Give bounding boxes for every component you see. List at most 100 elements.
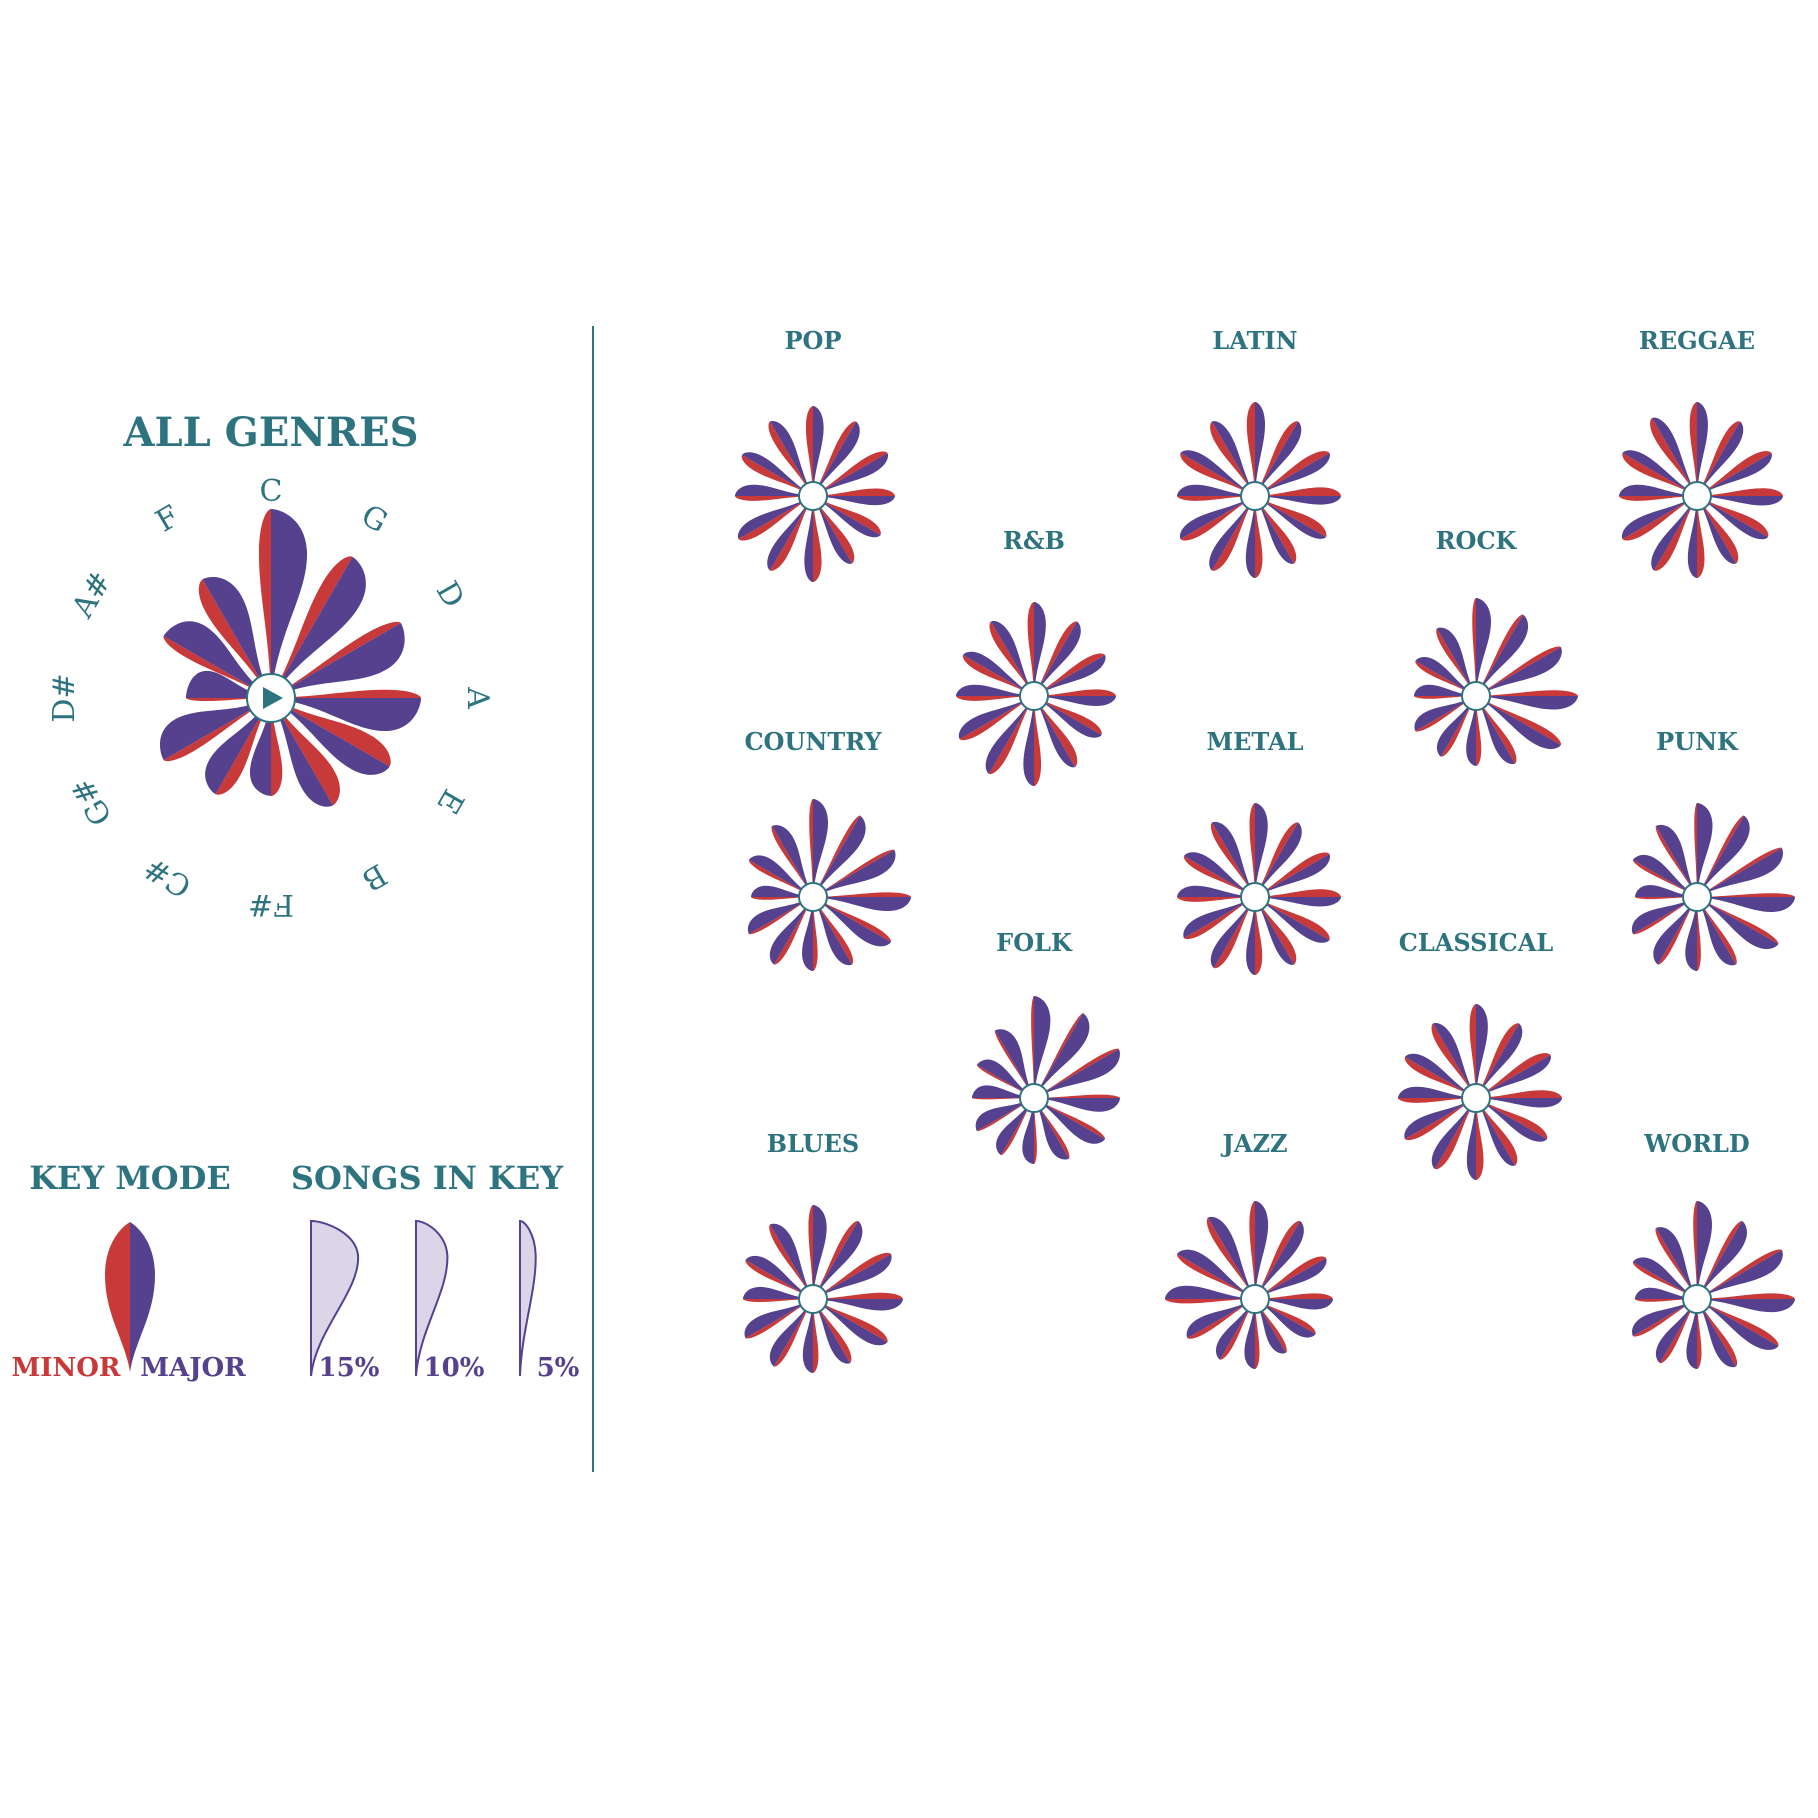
petal-minor-g-sharp — [748, 897, 813, 935]
petal-major-f-sharp — [802, 897, 813, 971]
legend-size-shape-0 — [310, 1219, 360, 1377]
petal-b — [1255, 1299, 1287, 1354]
petal-a-sharp — [745, 1255, 813, 1299]
petal-major-a-sharp — [962, 651, 1034, 696]
petal-major-a — [1034, 1098, 1120, 1112]
petal-major-c-sharp — [1655, 1299, 1697, 1364]
petal-minor-g — [1476, 614, 1523, 696]
petal-minor-f-sharp — [813, 897, 818, 971]
petal-a — [1697, 1293, 1795, 1313]
key-label-d-sharp: D# — [47, 673, 82, 722]
petal-minor-a — [1697, 1293, 1795, 1299]
petal-f-sharp — [1685, 897, 1701, 971]
petal-b — [1697, 897, 1737, 966]
petal-minor-b — [1697, 496, 1739, 564]
petal-e — [813, 1299, 888, 1346]
petal-g-sharp — [1186, 1299, 1255, 1339]
petal-major-b — [1034, 696, 1075, 768]
petal-e — [1034, 696, 1102, 738]
petal-d — [813, 849, 896, 897]
legend-minor-half — [105, 1222, 130, 1372]
petal-d-sharp — [1177, 885, 1255, 902]
petal-g-sharp — [1621, 496, 1697, 541]
petal-f — [1655, 1227, 1697, 1299]
petal-minor-g — [1034, 621, 1077, 696]
petal-e — [813, 897, 892, 947]
key-label-c-sharp: C# — [138, 850, 197, 904]
petal-g — [813, 815, 866, 897]
petal-major-g-sharp — [744, 1299, 813, 1338]
petal-minor-a — [1255, 1293, 1333, 1299]
petal-major-c — [1476, 598, 1491, 696]
petal-minor-c — [805, 406, 813, 496]
petal-minor-g-sharp — [1183, 897, 1255, 940]
play-icon[interactable] — [263, 687, 283, 709]
petal-major-a-sharp — [976, 1059, 1034, 1098]
petal-e — [1255, 1299, 1316, 1338]
petal-major-a — [1697, 897, 1795, 912]
petal-g — [1697, 815, 1750, 897]
petal-major-b — [1697, 897, 1736, 966]
legend-minor-label: MINOR — [12, 1353, 121, 1383]
petal-minor-c — [1031, 996, 1034, 1098]
petal-minor-f-sharp — [1034, 696, 1042, 786]
main-title: ALL GENRES — [122, 409, 418, 456]
petal-minor-g — [1697, 1220, 1742, 1299]
petal-f-sharp — [1246, 897, 1263, 975]
petal-minor-e — [1255, 496, 1327, 537]
petal-g — [1034, 1013, 1090, 1098]
petal-major-c — [813, 406, 824, 496]
petal-major-d — [1697, 453, 1772, 496]
flower-hub — [1461, 681, 1491, 711]
petal-a-sharp — [1404, 1053, 1476, 1098]
petal-minor-f — [1210, 822, 1255, 897]
petal-b — [1697, 496, 1739, 564]
world-flower — [1632, 1201, 1795, 1369]
petal-minor-a-sharp — [1632, 860, 1697, 897]
petal-major-c-sharp — [996, 1098, 1034, 1156]
punk-flower — [1631, 803, 1795, 971]
petal-major-g — [1255, 421, 1302, 496]
petal-major-f-sharp — [249, 698, 271, 796]
petal-minor-d — [813, 1252, 891, 1299]
petal-d — [813, 451, 889, 496]
petal-minor-a — [1697, 893, 1795, 897]
petal-f — [198, 576, 271, 698]
petal-d-sharp — [1619, 484, 1697, 501]
petal-a-sharp — [1632, 1257, 1697, 1299]
petal-minor-d-sharp — [735, 496, 813, 501]
petal-a-sharp — [163, 621, 271, 698]
petal-minor-b — [1476, 696, 1517, 764]
petal-b — [1034, 696, 1078, 768]
petal-minor-c-sharp — [1441, 696, 1476, 757]
petal-d-sharp — [956, 684, 1034, 701]
petal-major-f — [770, 1223, 813, 1299]
petal-f-sharp — [802, 897, 818, 971]
petal-minor-c — [1249, 1201, 1255, 1299]
petal-major-b — [813, 1299, 850, 1364]
petal-major-b — [813, 897, 852, 966]
genre-flowers: POP LATIN REGGAE R&B ROCK COUNTRY METAL PUNK FOL… — [735, 326, 1795, 1373]
petal-d — [1034, 1048, 1120, 1098]
flower-hub — [1019, 1083, 1049, 1113]
petal-minor-d — [271, 621, 401, 698]
petal-major-e — [1697, 897, 1779, 950]
petal-a-sharp — [1632, 854, 1697, 897]
petal-major-f — [1652, 417, 1697, 496]
petal-g-sharp — [737, 496, 813, 541]
petal-major-c-sharp — [769, 897, 813, 965]
petal-d-sharp — [1177, 484, 1255, 501]
petal-major-a — [1697, 496, 1783, 506]
petal-minor-c-sharp — [770, 496, 813, 571]
petal-minor-f — [1436, 628, 1476, 696]
petal-major-a — [1476, 696, 1578, 710]
petal-minor-d-sharp — [751, 897, 813, 900]
reggae-flower — [1619, 402, 1783, 578]
petal-major-a-sharp — [748, 855, 813, 897]
petal-minor-g — [1697, 815, 1744, 897]
petal-major-d — [1476, 647, 1562, 696]
petal-minor-b — [1034, 696, 1078, 768]
petal-g-sharp — [1183, 897, 1255, 940]
petal-major-g — [813, 1221, 863, 1299]
petal-major-c — [1255, 803, 1268, 897]
